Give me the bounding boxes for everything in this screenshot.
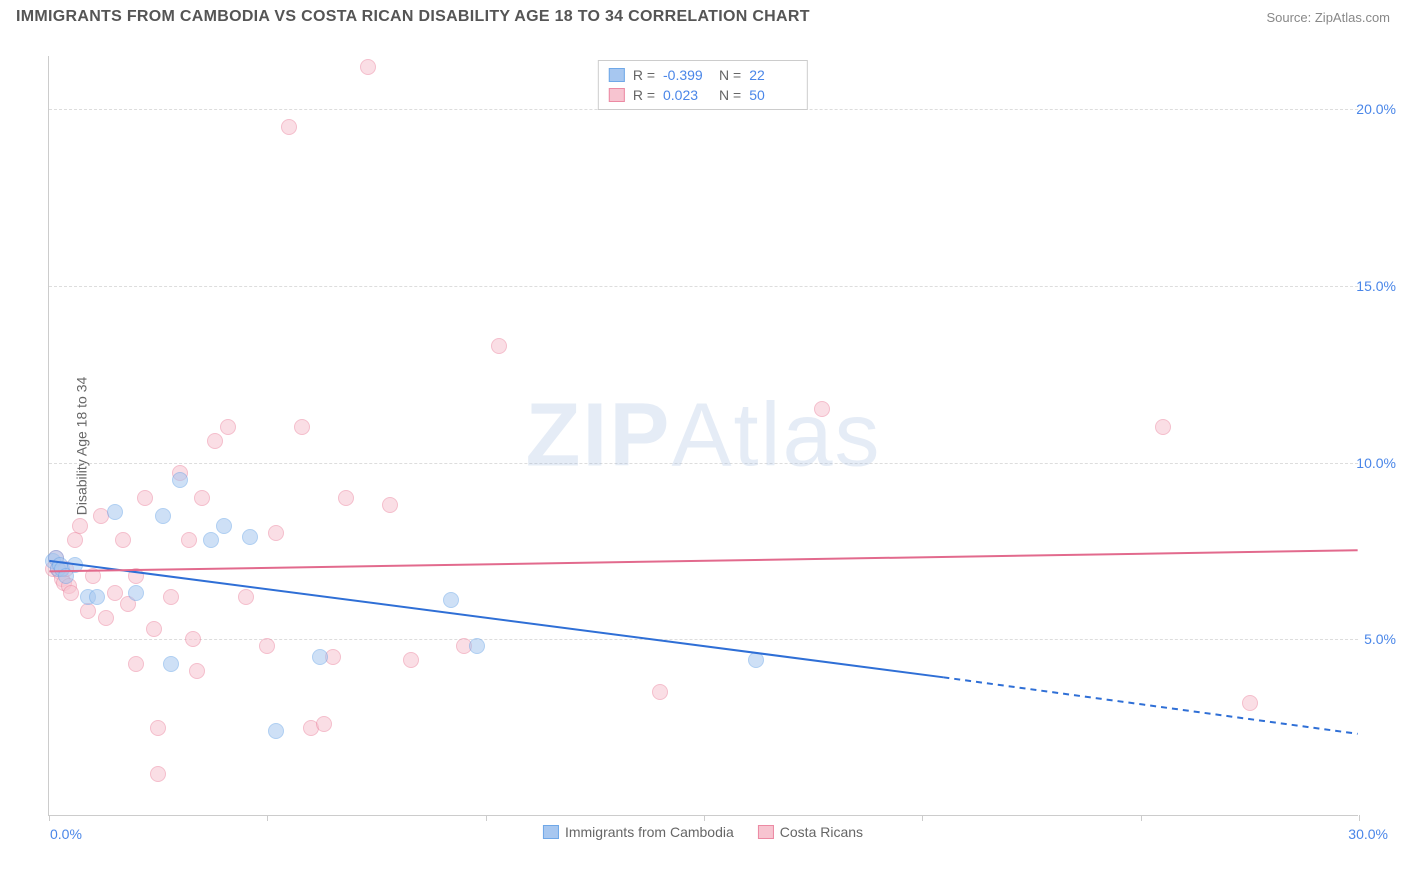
cambodia-point xyxy=(469,638,485,654)
watermark: ZIPAtlas xyxy=(525,384,881,487)
costarican-point xyxy=(238,589,254,605)
cambodia-point xyxy=(748,652,764,668)
costarican-point xyxy=(220,419,236,435)
legend-swatch xyxy=(543,825,559,839)
costarican-point xyxy=(1155,419,1171,435)
chart-title: IMMIGRANTS FROM CAMBODIA VS COSTA RICAN … xyxy=(16,8,810,26)
costarican-point xyxy=(382,497,398,513)
x-max-label: 30.0% xyxy=(1348,826,1388,842)
cambodia-point xyxy=(242,529,258,545)
r-prefix: R = xyxy=(633,87,655,103)
cambodia-point xyxy=(163,656,179,672)
costarican-point xyxy=(98,610,114,626)
costarican-point xyxy=(163,589,179,605)
source-label: Source: ZipAtlas.com xyxy=(1266,10,1390,25)
watermark-bold: ZIP xyxy=(525,385,671,485)
correlation-legend-row: R = -0.399 N = 22 xyxy=(609,65,797,85)
x-tick xyxy=(486,815,487,821)
costarican-point xyxy=(403,652,419,668)
gridline xyxy=(49,463,1358,464)
n-prefix: N = xyxy=(719,67,741,83)
gridline xyxy=(49,286,1358,287)
trend-lines-svg xyxy=(49,56,1358,815)
legend-item: Costa Ricans xyxy=(758,824,863,840)
costarican-point xyxy=(72,518,88,534)
legend-item: Immigrants from Cambodia xyxy=(543,824,734,840)
costarican-point xyxy=(316,716,332,732)
plot-area: ZIPAtlas xyxy=(48,56,1358,816)
series-legend: Immigrants from Cambodia Costa Ricans xyxy=(543,824,863,840)
cambodia-point xyxy=(172,472,188,488)
costarican-point xyxy=(63,585,79,601)
costarican-point xyxy=(67,532,83,548)
n-value: 22 xyxy=(749,67,797,83)
costarican-point xyxy=(268,525,284,541)
x-tick xyxy=(267,815,268,821)
costarican-point xyxy=(1242,695,1258,711)
costarican-point xyxy=(150,720,166,736)
costarican-point xyxy=(194,490,210,506)
costarican-point xyxy=(259,638,275,654)
costarican-point xyxy=(189,663,205,679)
r-prefix: R = xyxy=(633,67,655,83)
x-tick xyxy=(922,815,923,821)
costarican-point xyxy=(128,656,144,672)
costarican-point xyxy=(207,433,223,449)
x-tick xyxy=(704,815,705,821)
x-tick xyxy=(1141,815,1142,821)
costarican-point xyxy=(181,532,197,548)
correlation-legend: R = -0.399 N = 22 R = 0.023 N = 50 xyxy=(598,60,808,110)
r-value: 0.023 xyxy=(663,87,711,103)
x-min-label: 0.0% xyxy=(50,826,82,842)
cambodia-trendline xyxy=(49,561,943,677)
costarican-point xyxy=(128,568,144,584)
costarican-point xyxy=(360,59,376,75)
costarican-point xyxy=(491,338,507,354)
cambodia-point xyxy=(203,532,219,548)
costarican-point xyxy=(338,490,354,506)
cambodia-point xyxy=(128,585,144,601)
x-tick xyxy=(1359,815,1360,821)
cambodia-point xyxy=(268,723,284,739)
r-value: -0.399 xyxy=(663,67,711,83)
y-tick-label: 10.0% xyxy=(1356,455,1396,471)
cambodia-trendline-dashed xyxy=(943,677,1357,733)
costarican-point xyxy=(185,631,201,647)
costarican-point xyxy=(137,490,153,506)
costarican-trendline xyxy=(49,550,1357,571)
costarican-point xyxy=(652,684,668,700)
cambodia-point xyxy=(443,592,459,608)
costarican-point xyxy=(146,621,162,637)
cambodia-point xyxy=(107,504,123,520)
costarican-point xyxy=(85,568,101,584)
x-tick xyxy=(49,815,50,821)
y-tick-label: 5.0% xyxy=(1364,631,1396,647)
y-tick-label: 15.0% xyxy=(1356,278,1396,294)
costarican-point xyxy=(80,603,96,619)
gridline xyxy=(49,639,1358,640)
correlation-legend-row: R = 0.023 N = 50 xyxy=(609,85,797,105)
cambodia-point xyxy=(312,649,328,665)
cambodia-point xyxy=(216,518,232,534)
y-tick-label: 20.0% xyxy=(1356,101,1396,117)
costarican-point xyxy=(150,766,166,782)
costarican-point xyxy=(115,532,131,548)
legend-swatch xyxy=(609,68,625,82)
legend-swatch xyxy=(758,825,774,839)
cambodia-point xyxy=(67,557,83,573)
legend-swatch xyxy=(609,88,625,102)
costarican-point xyxy=(814,401,830,417)
n-prefix: N = xyxy=(719,87,741,103)
cambodia-point xyxy=(89,589,105,605)
costarican-point xyxy=(281,119,297,135)
n-value: 50 xyxy=(749,87,797,103)
watermark-light: Atlas xyxy=(671,385,881,485)
legend-label: Costa Ricans xyxy=(780,824,863,840)
cambodia-point xyxy=(155,508,171,524)
legend-label: Immigrants from Cambodia xyxy=(565,824,734,840)
costarican-point xyxy=(294,419,310,435)
